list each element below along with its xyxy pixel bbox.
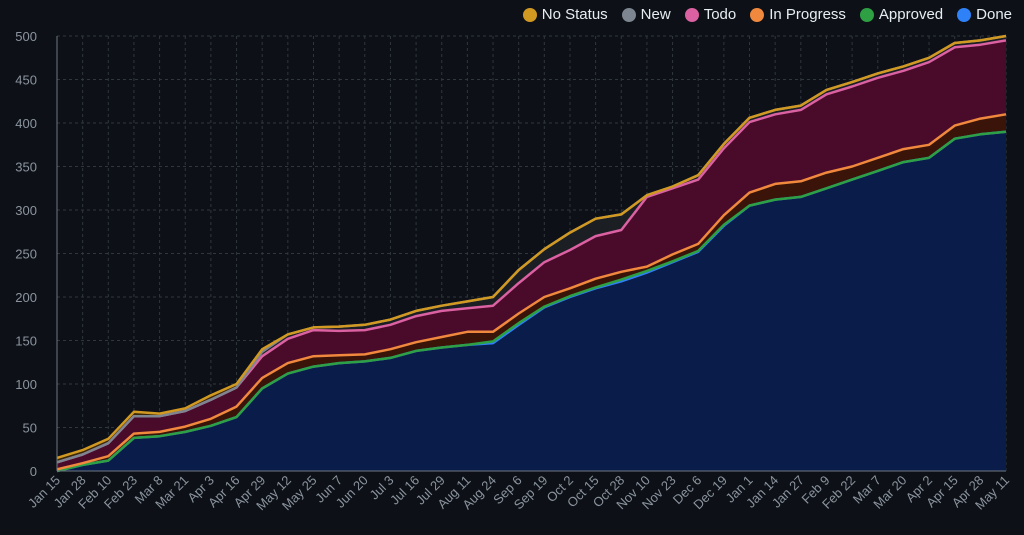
y-axis: 0 50 100 150 200 250 300 350 400 450 500 xyxy=(15,29,58,479)
y-tick-label-500: 500 xyxy=(15,29,37,44)
legend-swatch-new xyxy=(621,7,636,22)
legend-swatch-done xyxy=(957,7,972,22)
y-tick-label-450: 450 xyxy=(15,73,37,88)
area-in-progress xyxy=(57,114,1006,472)
legend-label-todo: Todo xyxy=(703,6,737,23)
legend-label-approved: Approved xyxy=(878,6,944,23)
y-tick-label-400: 400 xyxy=(15,116,37,131)
area-done xyxy=(57,131,1006,471)
line-in-progress xyxy=(56,113,1007,471)
y-tick-label-150: 150 xyxy=(15,334,37,349)
legend-item-new[interactable]: New xyxy=(621,6,671,23)
legend-swatch-approved xyxy=(859,7,874,22)
legend-label-no-status: No Status xyxy=(541,6,608,23)
legend-swatch-no-status xyxy=(522,7,537,22)
y-tick-label-0: 0 xyxy=(30,464,37,479)
line-no-status xyxy=(56,34,1007,460)
legend-label-done: Done xyxy=(976,6,1012,23)
y-tick-label-100: 100 xyxy=(15,377,37,392)
legend-label-new: New xyxy=(640,6,671,23)
chart-areas xyxy=(57,36,1006,472)
chart-legend: No Status New Todo In Progress Approved … xyxy=(522,6,1012,23)
y-tick-label-300: 300 xyxy=(15,203,37,218)
area-todo xyxy=(57,40,1006,470)
legend-item-approved[interactable]: Approved xyxy=(859,6,944,23)
y-tick-label-250: 250 xyxy=(15,247,37,262)
legend-item-done[interactable]: Done xyxy=(957,6,1012,23)
y-tick-label-350: 350 xyxy=(15,160,37,175)
legend-item-in-progress[interactable]: In Progress xyxy=(750,6,846,23)
legend-item-no-status[interactable]: No Status xyxy=(522,6,608,23)
legend-label-in-progress: In Progress xyxy=(769,6,846,23)
chart-lines xyxy=(56,34,1007,473)
y-tick-label-50: 50 xyxy=(23,421,37,436)
legend-swatch-in-progress xyxy=(750,7,765,22)
legend-item-todo[interactable]: Todo xyxy=(684,6,737,23)
line-approved xyxy=(56,130,1007,473)
y-tick-label-200: 200 xyxy=(15,290,37,305)
legend-swatch-todo xyxy=(684,7,699,22)
